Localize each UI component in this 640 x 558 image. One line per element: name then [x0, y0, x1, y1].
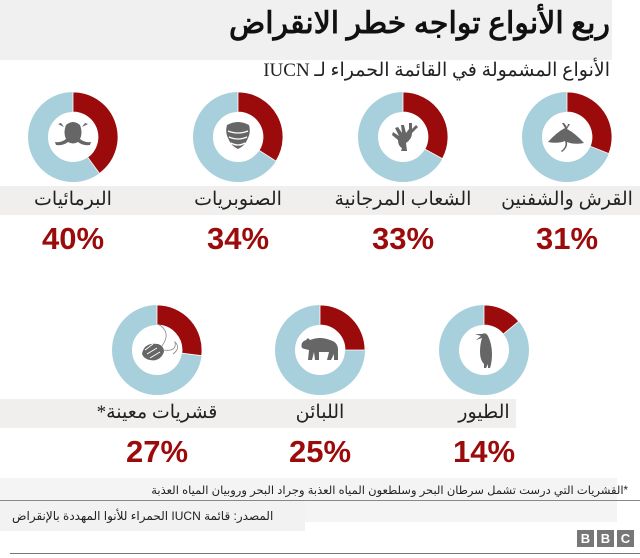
species-label: القرش والشفنين	[501, 189, 633, 210]
bear-icon	[301, 338, 338, 360]
manta-ray-icon	[548, 123, 584, 152]
header-background	[0, 0, 612, 60]
bbc-logo: B B C	[577, 530, 634, 547]
percent-value: 14%	[452, 434, 516, 469]
percent-value: 40%	[41, 221, 105, 256]
donut-chart	[275, 305, 365, 395]
species-label: البرمائيات	[34, 189, 112, 210]
donut-chart	[439, 305, 529, 395]
footnote: *القشريات التي درست تشمل سرطان البحر وسل…	[151, 485, 628, 497]
percent-value: 34%	[206, 221, 270, 256]
donut-chart	[28, 92, 118, 182]
frog-icon	[55, 122, 91, 146]
species-label: الصنوبريات	[194, 189, 282, 210]
page-subtitle: الأنواع المشمولة في القائمة الحمراء لـ I…	[263, 60, 610, 81]
footer-divider	[0, 500, 640, 501]
donut-chart	[522, 92, 612, 182]
source-background	[0, 501, 305, 531]
pine-cone-icon	[226, 122, 250, 149]
bbc-logo-letter: C	[617, 530, 634, 547]
donut-chart	[112, 305, 202, 395]
percent-value: 25%	[288, 434, 352, 469]
donut-chart	[358, 92, 448, 182]
shrimp-icon	[142, 323, 178, 361]
percent-value: 33%	[371, 221, 435, 256]
bottom-divider	[10, 553, 640, 554]
bbc-logo-letter: B	[577, 530, 594, 547]
species-label: قشريات معينة*	[96, 402, 218, 423]
bbc-logo-letter: B	[597, 530, 614, 547]
coral-icon	[392, 123, 418, 151]
label-band-row-2	[0, 399, 516, 428]
percent-value: 27%	[125, 434, 189, 469]
species-label: الشعاب المرجانية	[334, 189, 472, 210]
donut-chart	[193, 92, 283, 182]
page-title: ربع الأنواع تواجه خطر الانقراض	[229, 7, 610, 40]
percent-value: 31%	[535, 221, 599, 256]
species-label: الطيور	[458, 402, 510, 423]
bird-icon	[475, 333, 492, 368]
source-text: المصدر: قائمة IUCN الحمراء للأنوا المهدد…	[12, 509, 274, 523]
label-band-row-1	[0, 186, 640, 215]
species-label: اللبائن	[295, 402, 345, 423]
